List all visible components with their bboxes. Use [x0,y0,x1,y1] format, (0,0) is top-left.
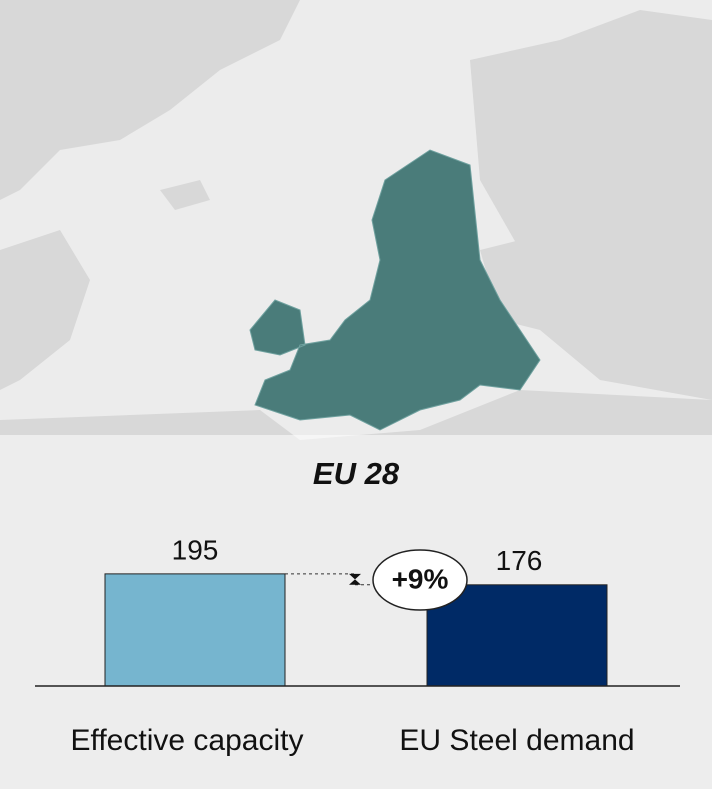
eu-map [249,149,541,431]
x-tick-label: EU Steel demand [399,724,634,757]
value-label: 195 [172,534,219,565]
annotation: +9% [392,563,449,594]
x-tick-label: Effective capacity [71,724,304,757]
bar [104,573,286,687]
value-label: 176 [496,545,543,576]
difference-arrow [349,573,361,585]
annotation-bubble [372,549,468,611]
chart-title: EU 28 [313,456,400,491]
